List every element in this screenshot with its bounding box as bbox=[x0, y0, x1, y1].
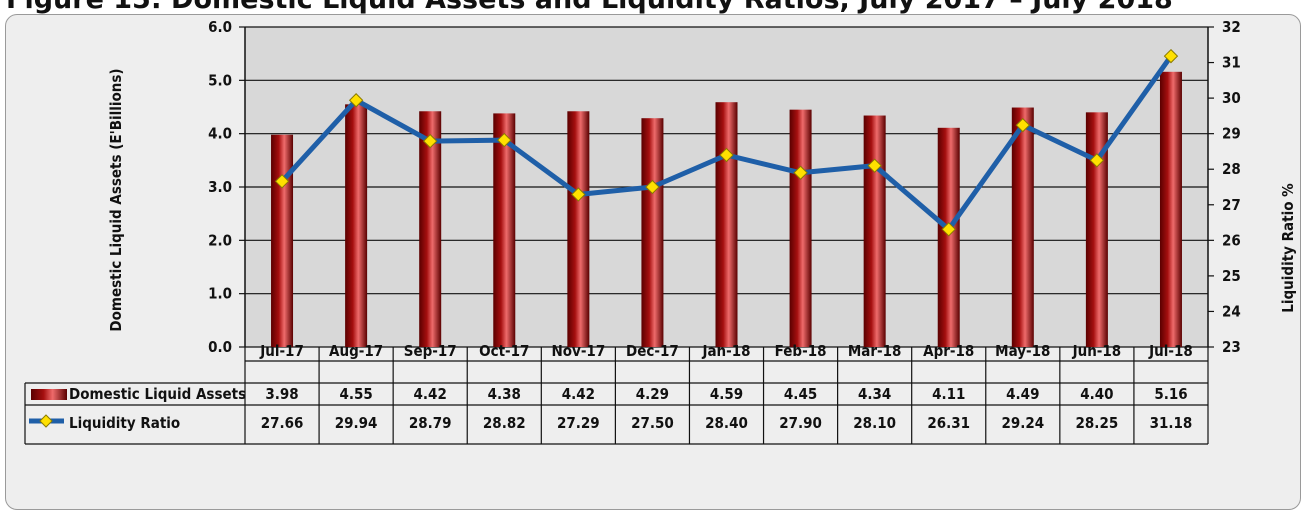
bar-domestic-liquid-assets bbox=[1085, 112, 1108, 347]
y-tick-label: 6.0 bbox=[208, 18, 232, 36]
table-cell-assets: 4.11 bbox=[932, 385, 965, 403]
bar-domestic-liquid-assets bbox=[345, 104, 368, 347]
liquidity-ratio-marker bbox=[719, 147, 734, 163]
table-cell-assets: 4.29 bbox=[636, 385, 669, 403]
y2-tick-label: 29 bbox=[1222, 125, 1241, 143]
y2-tick-label: 25 bbox=[1222, 267, 1241, 285]
liquidity-ratio-marker bbox=[571, 187, 586, 202]
table-cell-assets: 3.98 bbox=[265, 385, 298, 403]
table-cell-ratio: 31.18 bbox=[1150, 414, 1193, 432]
y2-tick-label: 31 bbox=[1222, 54, 1241, 72]
y-tick-label: 4.0 bbox=[208, 125, 232, 143]
x-category-label: Sep-17 bbox=[404, 342, 457, 360]
x-category-label: Jul-17 bbox=[259, 342, 304, 360]
table-cell-ratio: 29.94 bbox=[335, 414, 378, 432]
bar-domestic-liquid-assets bbox=[937, 127, 960, 347]
x-category-label: Feb-18 bbox=[775, 342, 827, 360]
table-cell-assets: 4.38 bbox=[488, 385, 521, 403]
table-cell-assets: 4.40 bbox=[1080, 385, 1113, 403]
table-cell-assets: 4.42 bbox=[562, 385, 595, 403]
legend-label-assets: Domestic Liquid Assets bbox=[69, 385, 246, 403]
liquidity-ratio-marker bbox=[422, 133, 438, 149]
bar-domestic-liquid-assets bbox=[1011, 107, 1034, 348]
bar-domestic-liquid-assets bbox=[419, 111, 442, 348]
x-category-label: Apr-18 bbox=[923, 342, 974, 360]
x-category-label: Aug-17 bbox=[329, 342, 383, 360]
table-cell-ratio: 27.50 bbox=[631, 414, 674, 432]
y2-tick-label: 27 bbox=[1222, 196, 1241, 214]
table-cell-ratio: 28.79 bbox=[409, 414, 452, 432]
table-cell-ratio: 28.82 bbox=[483, 414, 526, 432]
x-category-label: Dec-17 bbox=[626, 342, 679, 360]
table-cell-assets: 4.49 bbox=[1006, 385, 1039, 403]
liquidity-ratio-marker bbox=[348, 93, 364, 108]
legend-key-ratio-marker bbox=[39, 414, 53, 428]
x-category-label: Mar-18 bbox=[848, 342, 902, 360]
x-category-label: Nov-17 bbox=[551, 342, 605, 360]
liquidity-ratio-marker bbox=[645, 179, 660, 195]
x-category-label: Oct-17 bbox=[479, 342, 529, 360]
table-cell-ratio: 28.40 bbox=[705, 414, 748, 432]
liquidity-ratio-marker bbox=[1089, 153, 1105, 168]
bar-domestic-liquid-assets bbox=[493, 113, 516, 348]
table-cell-ratio: 27.66 bbox=[261, 414, 304, 432]
y-tick-label: 5.0 bbox=[208, 71, 232, 89]
y2-tick-label: 24 bbox=[1222, 302, 1241, 320]
bar-domestic-liquid-assets bbox=[715, 102, 738, 347]
y-axis-title: Domestic Liquid Assets (E'Billions) bbox=[107, 68, 125, 331]
y2-tick-label: 30 bbox=[1222, 89, 1241, 107]
y-tick-label: 1.0 bbox=[208, 285, 232, 303]
table-cell-assets: 5.16 bbox=[1154, 385, 1187, 403]
y2-tick-label: 32 bbox=[1222, 18, 1241, 36]
y-tick-label: 0.0 bbox=[208, 338, 232, 356]
legend-label-ratio: Liquidity Ratio bbox=[69, 414, 180, 432]
liquidity-ratio-marker bbox=[497, 132, 512, 148]
bar-domestic-liquid-assets bbox=[567, 111, 590, 348]
liquidity-ratio-marker bbox=[867, 158, 882, 173]
table-cell-assets: 4.59 bbox=[710, 385, 743, 403]
table-cell-ratio: 28.25 bbox=[1076, 414, 1119, 432]
table-cell-assets: 4.42 bbox=[414, 385, 447, 403]
liquidity-ratio-marker bbox=[274, 174, 290, 189]
table-cell-assets: 4.45 bbox=[784, 385, 817, 403]
table-cell-ratio: 26.31 bbox=[927, 414, 970, 432]
y2-tick-label: 28 bbox=[1222, 160, 1241, 178]
table-cell-assets: 4.55 bbox=[339, 385, 372, 403]
y-tick-label: 2.0 bbox=[208, 231, 232, 249]
x-category-label: Jul-18 bbox=[1148, 342, 1193, 360]
liquidity-ratio-marker bbox=[1015, 117, 1031, 133]
liquidity-ratio-marker bbox=[793, 165, 808, 180]
x-category-label: May-18 bbox=[995, 342, 1050, 360]
table-cell-ratio: 29.24 bbox=[1001, 414, 1044, 432]
x-category-label: Jan-18 bbox=[701, 342, 750, 360]
y2-tick-label: 26 bbox=[1222, 231, 1241, 249]
y2-tick-label: 23 bbox=[1222, 338, 1241, 356]
table-cell-ratio: 27.90 bbox=[779, 414, 822, 432]
bar-domestic-liquid-assets bbox=[863, 115, 886, 348]
bar-domestic-liquid-assets bbox=[1159, 71, 1182, 348]
bar-domestic-liquid-assets bbox=[641, 118, 664, 347]
y-tick-label: 3.0 bbox=[208, 178, 232, 196]
figure-caption: Figure 15: Domestic Liquid Assets and Li… bbox=[0, 0, 1311, 14]
table-cell-ratio: 28.10 bbox=[853, 414, 896, 432]
table-cell-assets: 4.34 bbox=[858, 385, 891, 403]
table-cell-ratio: 27.29 bbox=[557, 414, 600, 432]
bar-domestic-liquid-assets bbox=[271, 134, 294, 347]
legend-key-assets bbox=[31, 389, 67, 400]
liquidity-ratio-marker bbox=[941, 222, 956, 237]
y2-axis-title: Liquidity Ratio % bbox=[1279, 183, 1297, 313]
x-category-label: Jun-18 bbox=[1072, 342, 1122, 360]
liquidity-ratio-marker bbox=[1163, 48, 1179, 64]
bar-domestic-liquid-assets bbox=[789, 109, 812, 348]
